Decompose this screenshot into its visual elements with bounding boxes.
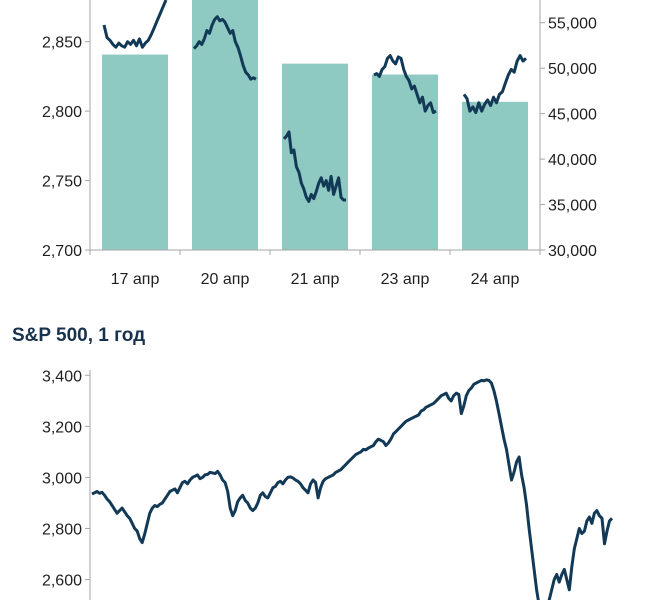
- sp500-tick-label: 2,800: [42, 522, 82, 539]
- right-tick-label: 40,000: [548, 152, 597, 169]
- right-tick-label: 50,000: [548, 61, 597, 78]
- right-tick-label: 30,000: [548, 243, 597, 260]
- volume-bar-1: [102, 54, 168, 250]
- volume-bar-3: [282, 63, 348, 250]
- volume-index-chart: 2,700 2,750 2,800 2,850 30,000 35,000 40,000 45…: [42, 0, 597, 288]
- sp500-tick-label: 3,000: [42, 470, 82, 487]
- sp500-tick-label: 3,200: [42, 419, 82, 436]
- right-tick-label: 35,000: [548, 198, 597, 215]
- index-line-segment-1: [102, 0, 168, 49]
- left-tick-label: 2,750: [42, 174, 82, 191]
- index-line-segment-5: [462, 54, 528, 114]
- x-tick-label: 17 апр: [111, 271, 160, 288]
- x-tick-label: 20 апр: [201, 271, 250, 288]
- index-line-segment-4: [373, 54, 437, 114]
- left-tick-label: 2,700: [42, 243, 82, 260]
- sp500-tick-label: 2,600: [42, 573, 82, 590]
- index-line-segment-3: [282, 130, 346, 203]
- right-tick-label: 55,000: [548, 16, 597, 33]
- x-tick-label: 24 апр: [471, 271, 520, 288]
- left-tick-label: 2,800: [42, 104, 82, 121]
- x-tick-label: 23 апр: [381, 271, 430, 288]
- volume-bar-5: [462, 101, 528, 251]
- sp500-line: [91, 378, 614, 600]
- right-tick-label: 45,000: [548, 107, 597, 124]
- sp500-chart-title: S&P 500, 1 год: [12, 325, 146, 346]
- sp500-tick-label: 3,400: [42, 368, 82, 385]
- volume-bar-4: [372, 74, 438, 250]
- x-tick-label: 21 апр: [291, 271, 340, 288]
- index-line-segment-2: [192, 15, 257, 81]
- left-tick-label: 2,850: [42, 35, 82, 52]
